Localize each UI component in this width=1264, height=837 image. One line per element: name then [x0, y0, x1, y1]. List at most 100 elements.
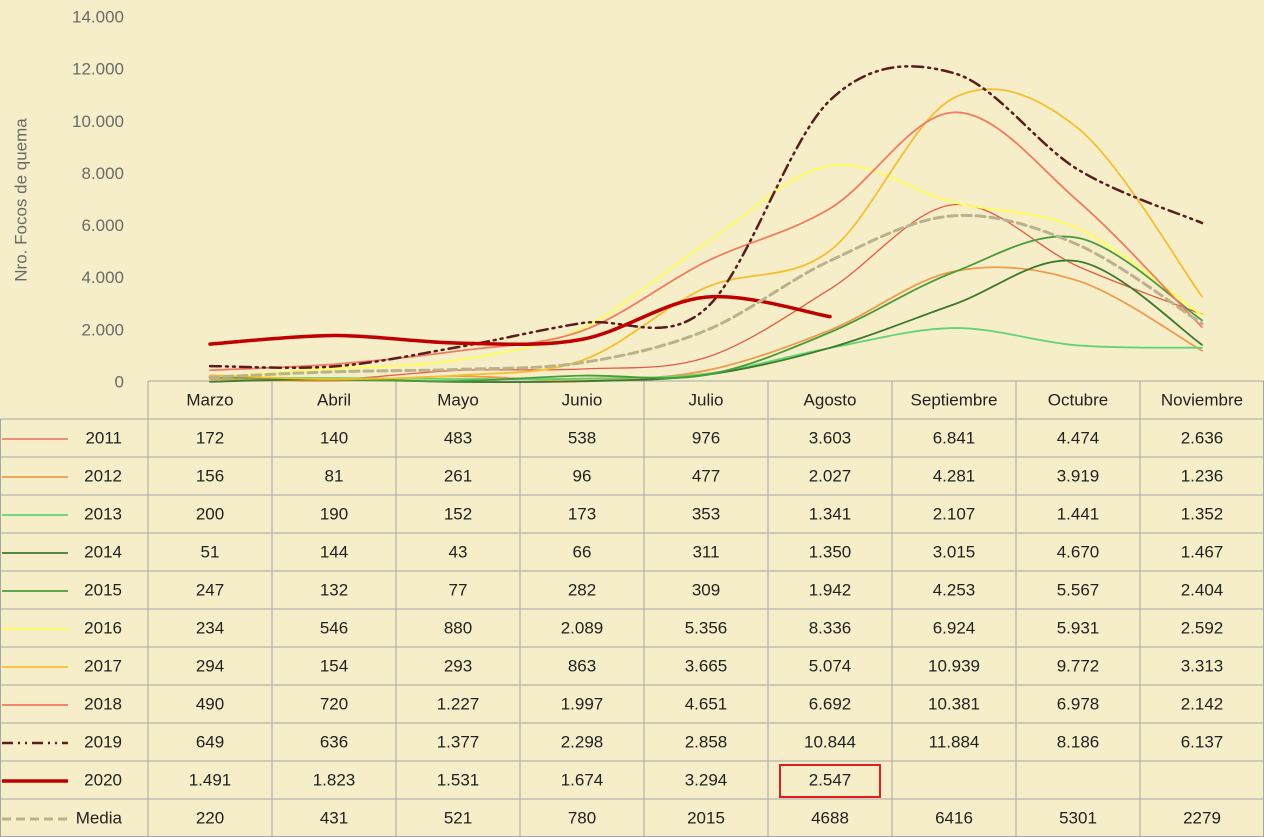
data-label: 96: [573, 466, 592, 485]
data-label: 976: [692, 428, 720, 447]
data-label: 10.381: [928, 694, 980, 713]
data-label: 483: [444, 428, 472, 447]
data-label: 9.772: [1057, 656, 1100, 675]
data-label: 4.670: [1057, 542, 1100, 561]
data-label: 2.547: [809, 770, 852, 789]
legend-label: Media: [76, 808, 123, 827]
data-label: 2015: [687, 808, 725, 827]
data-label: 8.336: [809, 618, 852, 637]
series-line: [209, 88, 1203, 380]
data-label: 1.352: [1181, 504, 1224, 523]
series-line: [208, 213, 1204, 379]
x-tick-label: Marzo: [186, 390, 233, 409]
y-tick-label: 2.000: [81, 320, 124, 339]
data-label: 780: [568, 808, 596, 827]
x-tick-label: Agosto: [804, 390, 857, 409]
x-tick-label: Mayo: [437, 390, 479, 409]
data-label: 293: [444, 656, 472, 675]
data-label: 294: [196, 656, 224, 675]
data-label: 220: [196, 808, 224, 827]
data-label: 1.341: [809, 504, 852, 523]
x-tick-label: Noviembre: [1161, 390, 1243, 409]
data-table: Marzo Abril Mayo Junio Julio Agosto Septiembre…: [0, 380, 1264, 837]
data-label: 6.924: [933, 618, 976, 637]
data-label: 521: [444, 808, 472, 827]
data-label: 10.939: [928, 656, 980, 675]
series-line: [209, 235, 1203, 383]
data-label: 4.474: [1057, 428, 1100, 447]
data-label: 2.404: [1181, 580, 1224, 599]
x-tick-label: Abril: [317, 390, 351, 409]
data-label: 3.665: [685, 656, 728, 675]
data-label: 477: [692, 466, 720, 485]
data-label: 154: [320, 656, 348, 675]
data-label: 3.294: [685, 770, 728, 789]
data-label: 2.107: [933, 504, 976, 523]
series-line: [209, 111, 1203, 372]
data-label: 5.931: [1057, 618, 1100, 637]
data-label: 2.142: [1181, 694, 1224, 713]
data-label: 152: [444, 504, 472, 523]
legend-label: 2018: [84, 694, 122, 713]
y-tick-label: 12.000: [72, 60, 124, 79]
x-tick-label: Octubre: [1048, 390, 1108, 409]
data-label: 1.942: [809, 580, 852, 599]
x-tick-label: Julio: [689, 390, 724, 409]
data-label: 5.356: [685, 618, 728, 637]
data-label: 173: [568, 504, 596, 523]
legend-label: 2014: [84, 542, 122, 561]
highlight-box: [779, 764, 881, 798]
data-label: 234: [196, 618, 224, 637]
data-label: 1.236: [1181, 466, 1224, 485]
data-label: 66: [573, 542, 592, 561]
data-label: 132: [320, 580, 348, 599]
series-line: [208, 65, 1204, 369]
data-label: 4.253: [933, 580, 976, 599]
data-label: 6.692: [809, 694, 852, 713]
data-label: 2.636: [1181, 428, 1224, 447]
y-axis-label: Nro. Focos de quema: [11, 118, 30, 282]
data-label: 6416: [935, 808, 973, 827]
data-label: 51: [201, 542, 220, 561]
data-label: 5.074: [809, 656, 852, 675]
data-label: 156: [196, 466, 224, 485]
data-label: 720: [320, 694, 348, 713]
y-tick-label: 4.000: [81, 268, 124, 287]
data-label: 10.844: [804, 732, 856, 751]
series-line: [209, 163, 1203, 378]
series-line: [208, 294, 832, 347]
data-label: 863: [568, 656, 596, 675]
data-label: 144: [320, 542, 348, 561]
x-tick-label: Septiembre: [911, 390, 998, 409]
plot-area: 0 2.000 4.000 6.000 8.000 10.000 12.000 14.000: [72, 7, 1204, 391]
data-label: 5301: [1059, 808, 1097, 827]
data-label: 261: [444, 466, 472, 485]
legend-label: 2015: [84, 580, 122, 599]
data-label: 2.592: [1181, 618, 1224, 637]
data-label: 311: [692, 542, 719, 561]
legend-label: 2011: [85, 428, 122, 447]
data-label: 200: [196, 504, 224, 523]
y-tick-label: 14.000: [72, 7, 124, 26]
legend-label: 2012: [84, 466, 122, 485]
data-label: 6.137: [1181, 732, 1224, 751]
data-label: 5.567: [1057, 580, 1100, 599]
data-label: 4688: [811, 808, 849, 827]
data-label: 3.919: [1057, 466, 1100, 485]
y-tick-label: 10.000: [72, 112, 124, 131]
data-label: 1.377: [437, 732, 480, 751]
data-label: 172: [196, 428, 224, 447]
data-label: 2.858: [685, 732, 728, 751]
data-label: 6.978: [1057, 694, 1100, 713]
data-label: 4.651: [685, 694, 728, 713]
data-label: 1.491: [189, 770, 232, 789]
data-label: 2.089: [561, 618, 604, 637]
data-label: 431: [320, 808, 348, 827]
data-label: 3.603: [809, 428, 852, 447]
data-label: 4.281: [933, 466, 976, 485]
data-label: 1.823: [313, 770, 356, 789]
data-label: 1.997: [561, 694, 604, 713]
data-label: 1.441: [1057, 504, 1100, 523]
data-label: 1.467: [1181, 542, 1224, 561]
